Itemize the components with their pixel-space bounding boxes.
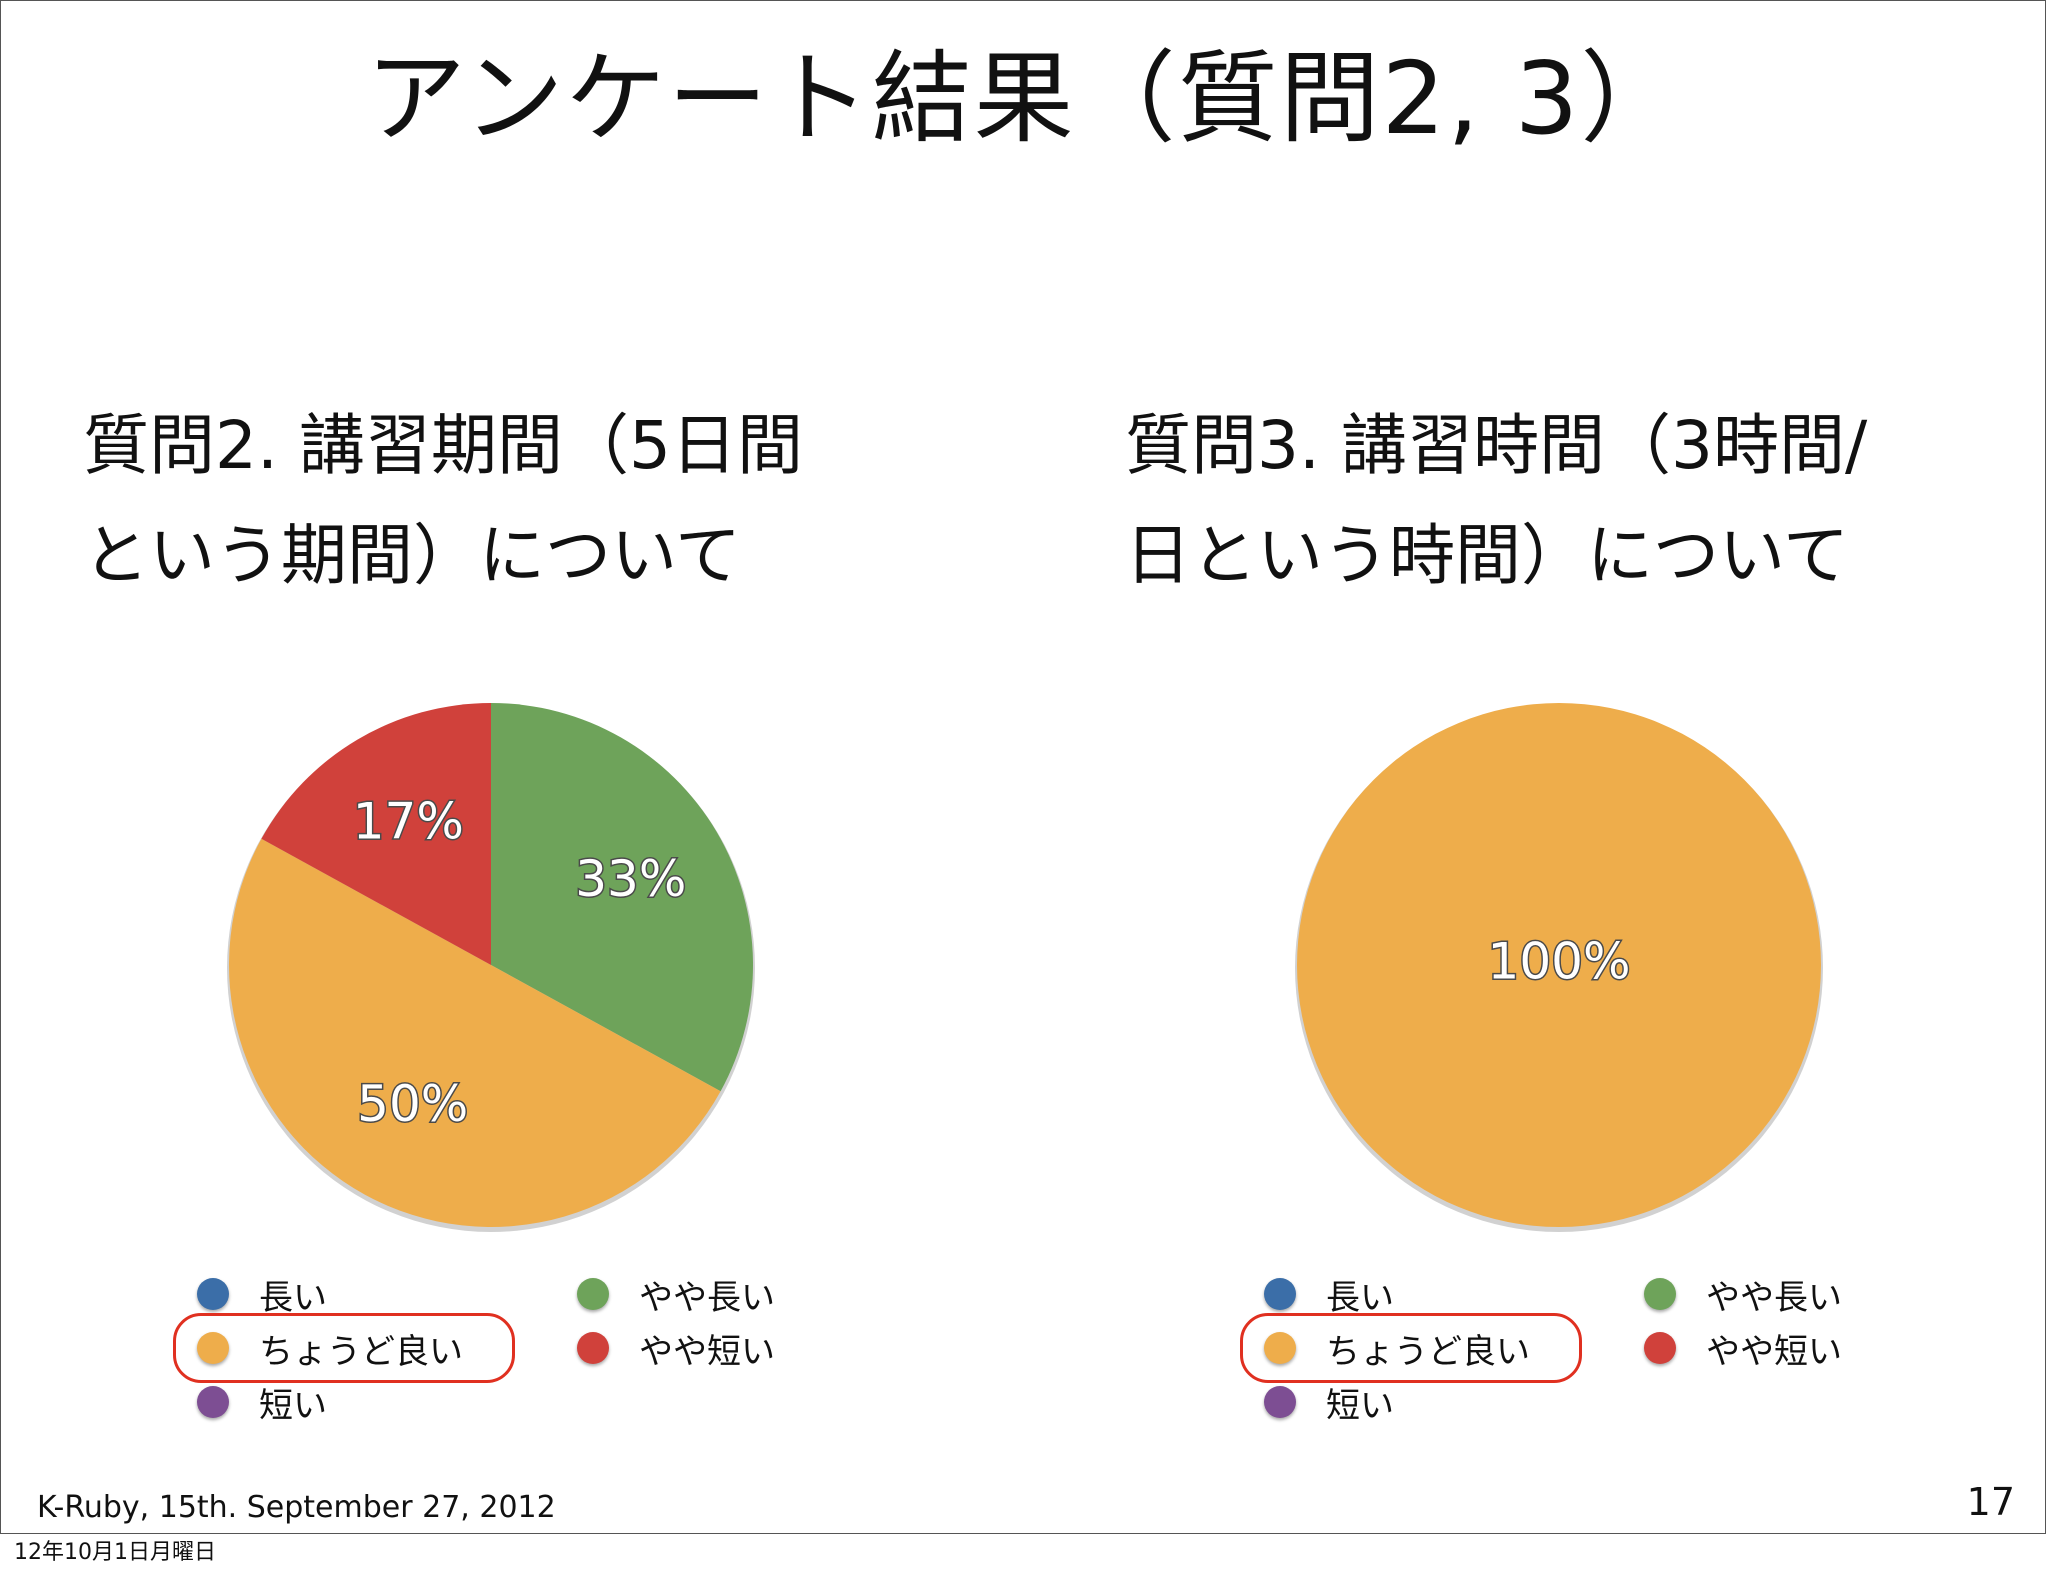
question-2-pie-chart: 33% 50% 17% <box>211 683 771 1243</box>
slide: アンケート結果（質問2, 3） 質問2. 講習期間（5日間 という期間）について… <box>0 0 2046 1534</box>
question-3-legend-item-3: やや短い <box>1644 1325 1842 1372</box>
question-2-legend-swatch-4 <box>197 1386 229 1418</box>
question-3-pie-label-0: 100% <box>1488 933 1631 991</box>
question-2-legend-item-3: やや短い <box>577 1325 775 1372</box>
question-3-legend-swatch-0 <box>1264 1278 1296 1310</box>
question-3-legend-label-3: やや短い <box>1706 1331 1842 1372</box>
slide-title: アンケート結果（質問2, 3） <box>365 40 1683 157</box>
question-2-legend-swatch-3 <box>577 1332 609 1364</box>
question-3-heading-line-1: 質問3. 講習時間（3時間/ <box>1125 407 1868 484</box>
question-2-heading-line-1: 質問2. 講習期間（5日間 <box>83 407 803 484</box>
question-3-legend-label-1: やや長い <box>1706 1277 1842 1318</box>
question-3-pie-svg: 100% <box>1295 703 1823 1232</box>
question-2-legend-swatch-0 <box>197 1278 229 1310</box>
question-2-legend-label-1: やや長い <box>639 1277 775 1318</box>
question-3-legend: 長い やや長いちょうど良い やや短い短い <box>1240 1263 1864 1426</box>
page-number: 17 <box>1966 1480 2015 1524</box>
question-3-legend-item-0: 長い <box>1264 1271 1394 1318</box>
question-2-heading: 質問2. 講習期間（5日間 という期間）について <box>83 391 803 611</box>
question-3-legend-item-4: 短い <box>1264 1379 1394 1426</box>
question-2-legend-swatch-2 <box>197 1332 229 1364</box>
question-3-legend-label-4: 短い <box>1326 1385 1394 1426</box>
question-2-pie-slice-1 <box>229 838 721 1227</box>
question-2-pie-slice-2 <box>261 703 491 965</box>
question-2-pie-slice-0 <box>491 703 753 1092</box>
question-3-legend-swatch-2 <box>1264 1332 1296 1364</box>
question-2-pie-label-0: 33% <box>575 850 686 908</box>
question-3-legend-swatch-4 <box>1264 1386 1296 1418</box>
question-3-heading: 質問3. 講習時間（3時間/ 日という時間）について <box>1125 391 1867 611</box>
footer-event-text: K-Ruby, 15th. September 27, 2012 <box>37 1490 556 1525</box>
question-3-legend-label-0: 長い <box>1326 1277 1394 1318</box>
print-date-stamp: 12年10月1日月曜日 <box>14 1540 216 1565</box>
question-2-legend-swatch-1 <box>577 1278 609 1310</box>
question-3-legend-item-1: やや長い <box>1644 1271 1842 1318</box>
question-2-legend-item-1: やや長い <box>577 1271 775 1318</box>
question-2-legend-label-2: ちょうど良い <box>259 1331 463 1372</box>
question-3-heading-line-2: 日という時間）について <box>1125 517 1850 594</box>
question-2-legend-label-3: やや短い <box>639 1331 775 1372</box>
question-3-legend-item-2: ちょうど良い <box>1264 1325 1530 1372</box>
question-3-legend-swatch-3 <box>1644 1332 1676 1364</box>
question-2-legend-label-0: 長い <box>259 1277 327 1318</box>
question-3-legend-swatch-1 <box>1644 1278 1676 1310</box>
question-2-legend-item-2: ちょうど良い <box>197 1325 463 1372</box>
question-2-pie-label-2: 17% <box>353 793 464 851</box>
question-2-legend-item-0: 長い <box>197 1271 327 1318</box>
question-2-legend-item-4: 短い <box>197 1379 327 1426</box>
question-2-pie-label-1: 50% <box>357 1075 468 1133</box>
question-3-pie-slice-0 <box>1297 703 1821 1227</box>
question-3-pie-chart: 100% <box>1279 683 1839 1243</box>
question-3-legend-label-2: ちょうど良い <box>1326 1331 1530 1372</box>
question-2-legend-label-4: 短い <box>259 1385 327 1426</box>
question-2-heading-line-2: という期間）について <box>83 517 742 594</box>
question-2-pie-svg: 33% 50% 17% <box>227 703 755 1232</box>
question-2-legend: 長い やや長いちょうど良い やや短い短い <box>173 1263 797 1426</box>
question-2-highlight-outline <box>173 1313 515 1383</box>
question-3-highlight-outline <box>1240 1313 1582 1383</box>
